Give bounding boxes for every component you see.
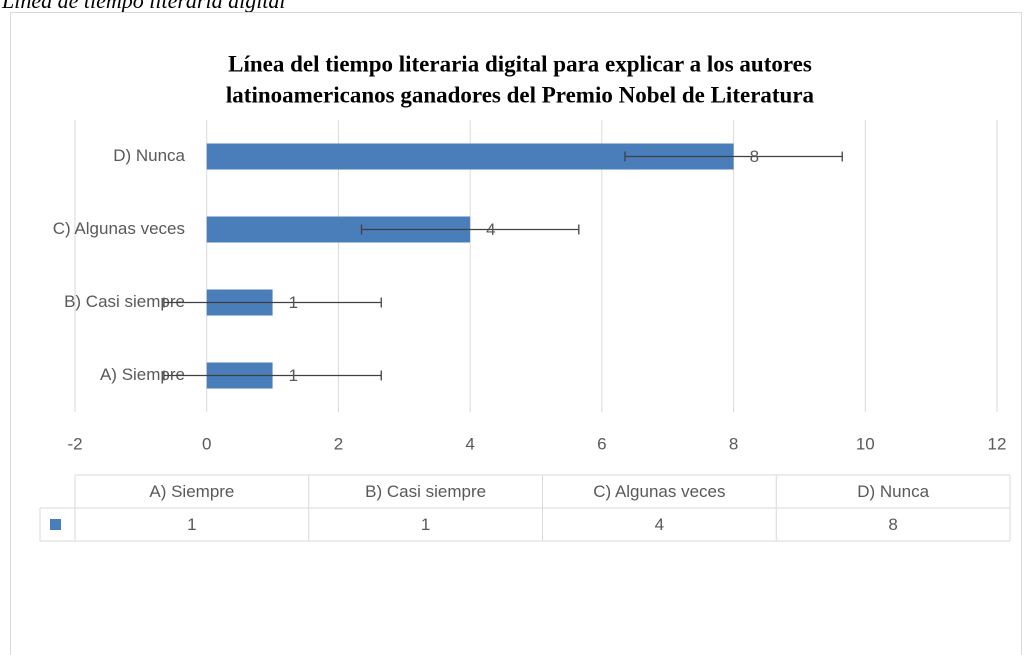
caption: Línea de tiempo literaria digital [1, 0, 286, 13]
y-tick-label: A) Siempre [100, 365, 185, 384]
data-label: 1 [289, 293, 298, 312]
table-value: 4 [655, 515, 664, 534]
table-value: 1 [421, 515, 430, 534]
x-tick-label: 6 [597, 434, 606, 453]
chart-border [10, 12, 1022, 655]
y-tick-label: B) Casi siempre [64, 292, 185, 311]
error-bar [624, 151, 843, 162]
data-label: 1 [289, 366, 298, 385]
y-tick-label: C) Algunas veces [53, 219, 185, 238]
y-tick-label: D) Nunca [113, 146, 185, 165]
table-header: A) Siempre [149, 482, 234, 501]
x-tick-label: 2 [334, 434, 343, 453]
data-label: 8 [750, 147, 759, 166]
table-header: D) Nunca [857, 482, 929, 501]
table-header: C) Algunas veces [593, 482, 725, 501]
error-bar [360, 224, 580, 235]
chart-title: Línea del tiempo literaria digital para … [228, 51, 812, 76]
x-tick-label: 10 [856, 434, 875, 453]
table-value: 1 [187, 515, 196, 534]
table-value: 8 [888, 515, 897, 534]
x-tick-label: 12 [988, 434, 1007, 453]
error-bar [163, 297, 382, 308]
x-tick-label: 0 [202, 434, 211, 453]
error-bar [163, 370, 382, 381]
data-label: 4 [486, 220, 495, 239]
x-tick-label: 8 [729, 434, 738, 453]
chart-title: latinoamericanos ganadores del Premio No… [226, 82, 815, 107]
legend-key [50, 519, 61, 530]
x-tick-label: -2 [67, 434, 82, 453]
x-tick-label: 4 [465, 434, 474, 453]
table-header: B) Casi siempre [365, 482, 486, 501]
